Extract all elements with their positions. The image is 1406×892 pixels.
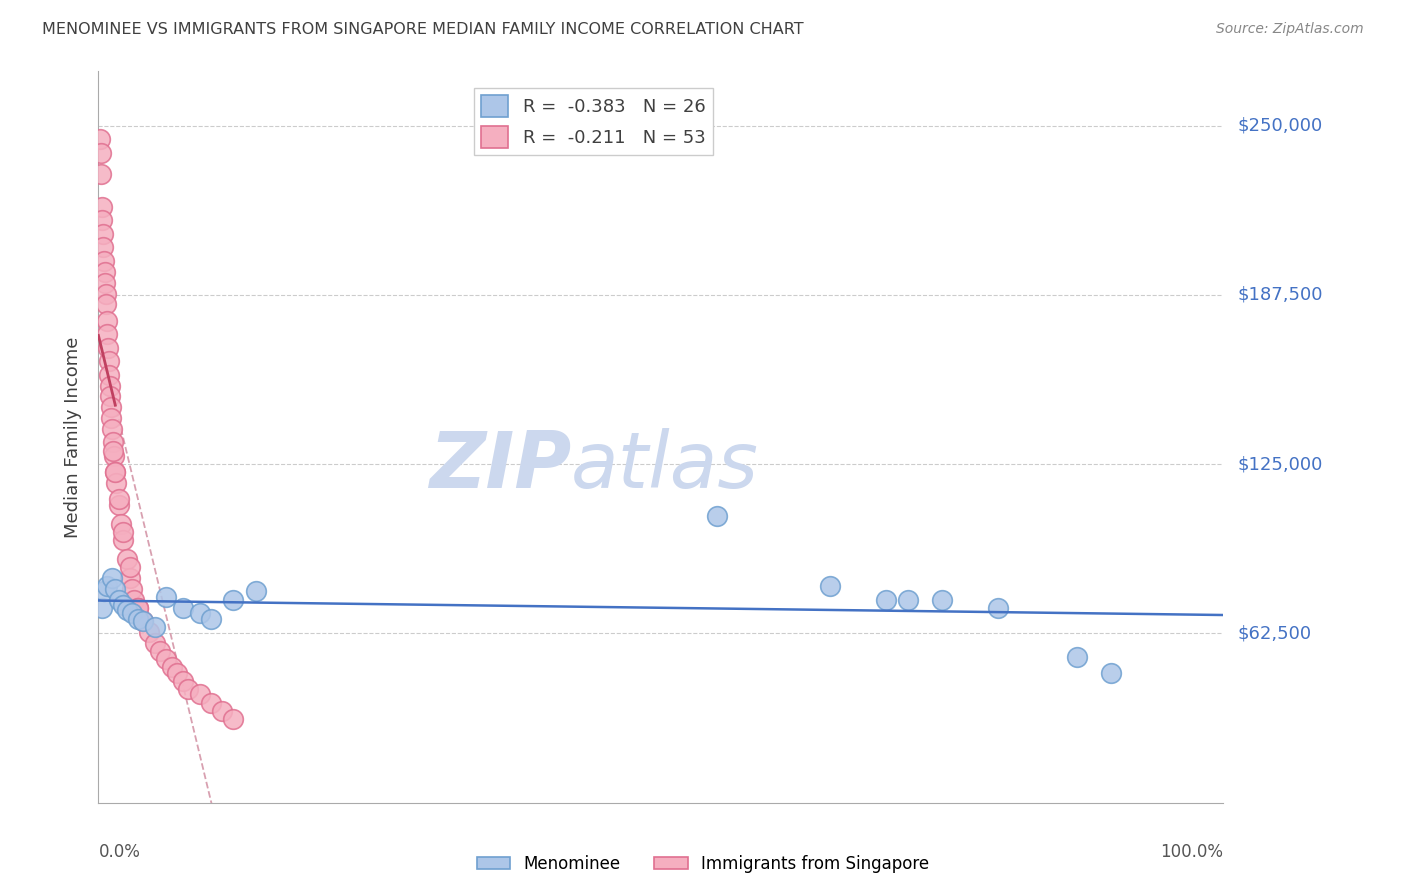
Point [100, 401, 122, 415]
Point [172, 673, 194, 688]
Point [96, 297, 118, 311]
Text: MENOMINEE VS IMMIGRANTS FROM SINGAPORE MEDIAN FAMILY INCOME CORRELATION CHART: MENOMINEE VS IMMIGRANTS FROM SINGAPORE M… [42, 22, 804, 37]
Point [104, 582, 127, 596]
Point [127, 600, 149, 615]
Point [91, 227, 114, 241]
Point [211, 704, 233, 718]
Point [118, 560, 141, 574]
Point [200, 696, 222, 710]
Point [143, 636, 166, 650]
Point [93, 584, 115, 599]
Point [127, 600, 149, 615]
Point [89, 132, 111, 146]
Point [200, 611, 222, 625]
Point [177, 681, 200, 696]
Point [188, 606, 211, 620]
Point [98, 389, 121, 403]
Point [172, 600, 194, 615]
Point [132, 615, 155, 629]
Point [155, 590, 177, 604]
Text: $62,500: $62,500 [1237, 624, 1312, 642]
Point [93, 254, 115, 268]
Point [987, 600, 1010, 615]
Point [90, 145, 112, 160]
Point [103, 449, 125, 463]
Point [1066, 649, 1088, 664]
Point [107, 498, 129, 512]
Point [90, 600, 112, 615]
Point [105, 476, 128, 491]
Point [98, 378, 121, 392]
Point [100, 411, 122, 425]
Point [110, 516, 132, 531]
Text: ZIP: ZIP [429, 428, 571, 504]
Text: atlas: atlas [571, 428, 759, 504]
Text: 0.0%: 0.0% [98, 843, 141, 861]
Point [1099, 665, 1122, 680]
Point [706, 508, 728, 523]
Point [112, 598, 135, 612]
Point [97, 341, 120, 355]
Point [96, 579, 118, 593]
Point [166, 665, 188, 680]
Point [107, 492, 129, 507]
Point [138, 625, 160, 640]
Y-axis label: Median Family Income: Median Family Income [65, 336, 83, 538]
Point [94, 276, 117, 290]
Text: 100.0%: 100.0% [1160, 843, 1223, 861]
Legend: Menominee, Immigrants from Singapore: Menominee, Immigrants from Singapore [471, 848, 935, 880]
Point [101, 443, 124, 458]
Point [97, 354, 120, 368]
Point [160, 660, 183, 674]
Point [149, 644, 172, 658]
Point [127, 611, 149, 625]
Point [98, 368, 121, 382]
Point [155, 652, 177, 666]
Point [107, 592, 129, 607]
Legend: R =  -0.383   N = 26, R =  -0.211   N = 53: R = -0.383 N = 26, R = -0.211 N = 53 [474, 87, 713, 155]
Point [94, 286, 117, 301]
Point [101, 571, 124, 585]
Point [96, 313, 118, 327]
Text: $250,000: $250,000 [1237, 117, 1323, 135]
Point [132, 615, 155, 629]
Point [245, 584, 267, 599]
Point [91, 213, 114, 227]
Point [222, 592, 245, 607]
Point [112, 524, 135, 539]
Point [90, 200, 112, 214]
Point [104, 465, 127, 479]
Point [118, 571, 141, 585]
Point [143, 620, 166, 634]
Point [115, 603, 138, 617]
Point [931, 592, 953, 607]
Point [818, 579, 841, 593]
Point [897, 592, 920, 607]
Point [101, 435, 124, 450]
Point [93, 240, 115, 254]
Point [115, 552, 138, 566]
Point [121, 606, 143, 620]
Point [96, 327, 118, 342]
Point [93, 265, 115, 279]
Point [121, 582, 143, 596]
Point [124, 592, 146, 607]
Text: $125,000: $125,000 [1237, 455, 1323, 473]
Point [188, 688, 211, 702]
Point [222, 712, 245, 726]
Text: $187,500: $187,500 [1237, 285, 1323, 304]
Point [112, 533, 135, 547]
Text: Source: ZipAtlas.com: Source: ZipAtlas.com [1216, 22, 1364, 37]
Point [875, 592, 897, 607]
Point [104, 465, 127, 479]
Point [101, 422, 124, 436]
Point [90, 167, 112, 181]
